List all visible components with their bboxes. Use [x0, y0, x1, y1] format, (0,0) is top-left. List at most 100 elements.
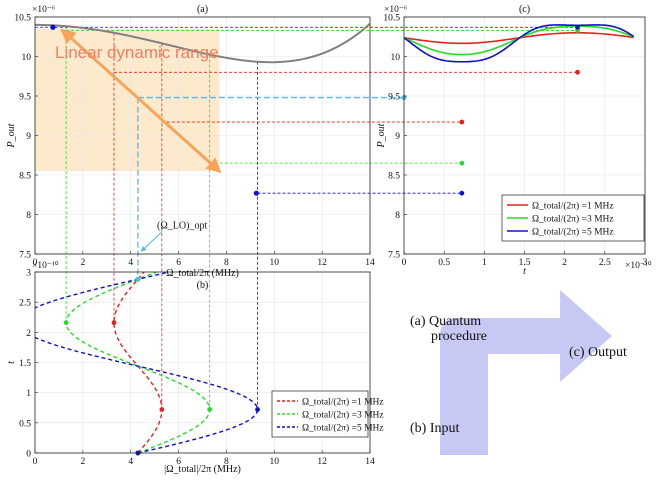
flow-input-label: (b) Input: [410, 421, 459, 436]
panel-c-legend-entry-red: Ω_total/(2π) =1 MHz: [532, 201, 614, 212]
panel-b-frame: [34, 271, 371, 454]
panel-a-x-tick-label: 10: [270, 258, 280, 268]
panel-c-legend-entry-blue: Ω_total/(2π) =5 MHz: [532, 227, 614, 238]
panel-c-x-label: t: [523, 266, 526, 277]
panel-b-x-tick-label: 0: [33, 457, 38, 467]
panel-b-y-tick-label: 1.5: [19, 359, 31, 369]
panel-a-x-tick-label: 2: [80, 258, 85, 268]
panel-a-x-label: Ω_total/2π (MHz): [166, 268, 239, 279]
panel-b-legend-entry-red: Ω_total/(2π) =1 MHz: [302, 397, 384, 408]
panel-a-y-exponent: ×10⁻⁶: [32, 5, 55, 15]
panel-b-x-tick-label: 2: [80, 457, 85, 467]
panel-c-x-tick-label: 1: [482, 258, 487, 268]
panel-b-x-tick-label: 8: [224, 457, 229, 467]
flow-quantum-line1: (a) Quantum: [410, 314, 481, 329]
panel-b-x-tick-label: 4: [128, 457, 133, 467]
panel-b-legend-entry-blue: Ω_total/(2π) =5 MHz: [302, 423, 384, 434]
panel-b-working-point: [135, 276, 141, 282]
panel-c-x-tick-label: 2: [562, 258, 567, 268]
panel-b-x-tick-label: 10: [270, 457, 280, 467]
panel-c-y-tick-label: 10: [391, 53, 401, 63]
panel-a-frame: [34, 16, 371, 255]
panel-c-x-exponent: ×10⁻¹⁰: [625, 260, 652, 271]
panel-c-min-point-green: [459, 160, 465, 166]
panel-b-y-tick-label: 2.5: [19, 299, 31, 309]
panel-a-y-tick-label: 7.5: [19, 251, 31, 261]
panel-b-label: (b): [197, 280, 209, 291]
panel-c-min-point-red: [459, 119, 465, 125]
panel-a-marker: [50, 24, 56, 30]
panel-a-marker: [253, 190, 259, 196]
panel-b-point-red: [111, 320, 117, 326]
curve-layer: [35, 22, 635, 453]
flow-arrow-shape: [440, 290, 612, 455]
panel-c-y-tick-label: 10.5: [383, 14, 400, 24]
panel-b-series-blue: [35, 272, 259, 453]
panel-a-y-tick-label: 8.5: [19, 172, 31, 182]
panel-b-y-tick-label: 1: [26, 389, 31, 399]
panel-c-legend-entry-green: Ω_total/(2π) =3 MHz: [532, 214, 614, 225]
panel-a-y-label: P_out: [6, 123, 17, 148]
panel-a-x-tick-label: 12: [317, 258, 327, 268]
panel-c-y-tick-label: 9.5: [388, 93, 400, 103]
panel-b-point-green: [63, 320, 69, 326]
panel-c-min-point-blue: [459, 190, 465, 196]
panel-a-y-tick-label: 9.5: [19, 93, 31, 103]
panel-c-y-label: P_out: [376, 123, 387, 148]
panel-c-legend: Ω_total/(2π) =1 MHz Ω_total/(2π) =3 MHz Ω_…: [501, 194, 645, 242]
panel-b-y-tick-label: 0: [26, 450, 31, 460]
panel-b-point-green: [207, 407, 213, 412]
panel-b-series-red: [113, 272, 163, 453]
linear-dynamic-range-arrow: [60, 28, 222, 174]
panel-b-x-tick-label: 12: [317, 457, 327, 467]
lo-opt-arrow: [140, 231, 163, 252]
panel-b-x-tick-label: 6: [176, 457, 181, 467]
panel-c-y-exponent: ×10⁻⁶: [384, 5, 407, 15]
panel-b-x-tick-label: 14: [365, 457, 375, 467]
panel-b-legend-entry-green: Ω_total/(2π) =3 MHz: [302, 410, 384, 421]
flow-output-label: (c) Output: [569, 345, 627, 360]
panel-b-y-tick-label: 2: [26, 329, 31, 339]
panel-a-y-tick-label: 9: [26, 132, 31, 142]
panel-c-x-tick-label: 1.5: [519, 258, 531, 268]
panel-b-point-red: [159, 407, 165, 412]
marker-layer: [50, 24, 580, 456]
panel-c-y-tick-label: 8: [395, 211, 400, 221]
panel-b-legend: Ω_total/(2π) =1 MHz Ω_total/(2π) =3 MHz Ω_…: [271, 390, 384, 438]
panel-c-y-tick-label: 7.5: [388, 251, 400, 261]
panel-c-y-tick-label: 8.5: [388, 172, 400, 182]
linear-dynamic-range-label: Linear dynamic range: [55, 43, 218, 62]
panel-c-x-tick-label: 0.5: [438, 258, 450, 268]
panel-b-y-label: t: [6, 361, 17, 364]
panel-c-max-point-red: [575, 69, 580, 75]
panel-b-y-exponent: ×10⁻¹⁰: [32, 260, 59, 271]
axes-layer: [34, 16, 646, 454]
panel-c-x-tick-label: 0: [402, 258, 407, 268]
panel-c-max-point-blue: [575, 24, 580, 30]
panel-c-y-tick-label: 9: [395, 132, 400, 142]
flow-quantum-line2: procedure: [431, 329, 487, 344]
panel-c-label: (c): [519, 4, 530, 15]
panel-a-x-tick-label: 4: [128, 258, 133, 268]
panel-a-y-tick-label: 10.5: [14, 14, 31, 24]
panel-c-x-tick-label: 3: [643, 258, 648, 268]
panel-a-y-tick-label: 8: [26, 211, 31, 221]
panel-b-y-tick-label: 3: [26, 269, 31, 279]
panel-a-y-tick-label: 10: [22, 53, 32, 63]
panel-a-x-tick-label: 8: [224, 258, 229, 268]
panel-a-label: (a): [197, 4, 208, 15]
panel-a-x-tick-label: 0: [33, 258, 38, 268]
panel-c-x-tick-label: 2.5: [599, 258, 611, 268]
panel-c-series-blue: [404, 24, 635, 63]
panel-a-x-tick-label: 6: [176, 258, 181, 268]
panel-b-series-green: [65, 272, 211, 453]
lo-opt-label: (Ω_LO)_opt: [157, 220, 207, 231]
panel-a-x-tick-label: 14: [365, 258, 375, 268]
panel-b-point-blue: [255, 407, 260, 412]
panel-c-frame: [403, 16, 646, 255]
panel-b-y-tick-label: 0.5: [19, 419, 31, 429]
panel-b-x-label: |Ω_total|/2π (MHz): [164, 464, 241, 475]
